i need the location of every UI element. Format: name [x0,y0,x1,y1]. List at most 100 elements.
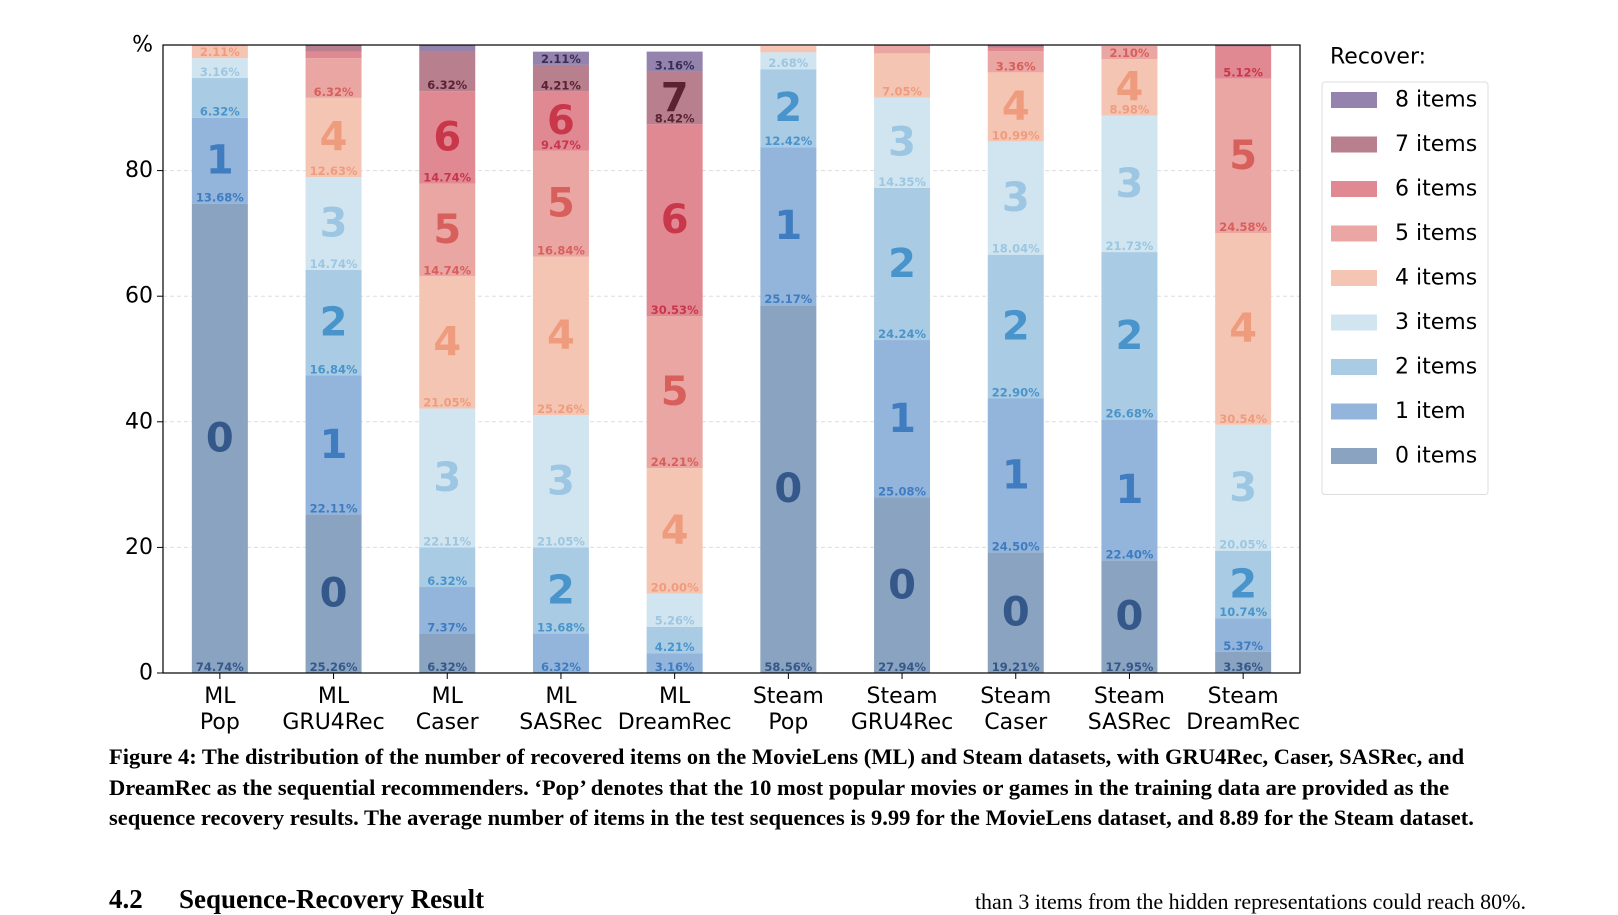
section-number: 4.2 [109,884,143,914]
data-label: 26.68% [1105,407,1153,421]
bar-segment [532,150,589,257]
segment-digit-label: 4 [1229,306,1257,352]
data-label: 3.16% [655,58,695,72]
segment-digit-label: 2 [888,241,916,287]
bar-segment [305,58,362,98]
segment-digit-label: 3 [547,458,575,504]
bar-segment [419,91,476,184]
bar-segment [1215,46,1272,79]
data-label: 6.32% [427,78,467,92]
bar-segment [191,117,248,204]
segment-digit-label: 1 [774,203,802,249]
data-label: 8.42% [655,111,695,125]
data-label: 3.36% [1223,660,1263,674]
data-label: 13.68% [537,620,585,634]
bar-segment [305,514,362,673]
x-tick-label: SASRec [519,710,602,735]
legend-label: 3 items [1395,310,1477,335]
data-label: 24.58% [1219,220,1267,234]
bar-segment [1215,78,1272,234]
legend-label: 0 items [1395,444,1477,469]
data-label: 13.68% [196,191,244,205]
legend-label: 1 item [1395,399,1466,424]
segment-digit-label: 3 [433,455,461,501]
bar-segment [1215,424,1272,551]
bar-segment [760,46,817,53]
data-label: 20.05% [1219,538,1267,552]
bar-segment [305,269,362,376]
bar-segment [874,45,931,54]
data-label: 18.04% [992,242,1040,256]
bar-segment [1101,115,1158,253]
data-label: 10.99% [992,128,1040,142]
bar-stack: 0 25.26% 1 22.11% 2 16.84% 3 14.74% 4 12.63% 6.32% [305,45,362,674]
bar-segment [646,653,703,673]
segment-digit-label: 1 [320,422,348,468]
segment-digit-label: 2 [547,567,575,613]
bar-segment [305,375,362,515]
legend-swatch [1331,314,1377,331]
bar-segment [419,587,476,634]
data-label: 25.08% [878,485,926,499]
segment-digit-label: 2 [1116,313,1144,359]
data-label: 12.42% [764,134,812,148]
x-tick-label: Steam [753,684,824,709]
data-label: 7.37% [427,620,467,634]
bar-segment [419,183,476,277]
data-label: 3.16% [655,660,695,674]
bar-segment [646,626,703,654]
segment-digit-label: 0 [774,466,802,512]
data-label: 3.36% [996,59,1036,73]
legend-swatch [1331,359,1377,375]
segment-digit-label: 1 [1002,452,1030,498]
legend-label: 5 items [1395,221,1477,246]
bar-segment [1101,59,1158,116]
segment-digit-label: 4 [1002,84,1030,130]
figure-caption: Figure 4: The distribution of the number… [109,744,1474,830]
legend-title: Recover: [1330,45,1426,70]
x-tick-label: ML [659,684,691,709]
legend-swatch [1331,448,1377,464]
data-label: 8.98% [1109,103,1149,117]
y-tick-label: 20 [125,535,153,560]
data-label: 21.05% [423,395,471,409]
data-label: 25.26% [310,660,358,674]
data-label: 14.74% [423,263,471,277]
bar-stack: 6.32% 2 13.68% 3 21.05% 4 25.26% 5 16.84% 69.47% 4… [532,51,589,674]
segment-digit-label: 0 [1002,590,1030,636]
segment-digit-label: 3 [320,200,348,246]
data-label: 14.74% [423,171,471,185]
section-title: Sequence-Recovery Result [179,884,485,914]
legend-swatch [1331,181,1377,197]
data-label: 6.32% [427,574,467,588]
legend-entry: 7 items [1331,132,1477,157]
data-label: 17.95% [1105,660,1153,674]
data-label: 5.37% [1223,639,1263,653]
axes: MLPopMLGRU4RecMLCaserMLSASRecMLDreamRecS… [125,33,1301,735]
data-label: 2.11% [200,45,240,59]
data-label: 24.50% [992,539,1040,553]
x-tick-label: Steam [980,684,1051,709]
data-label: 6.32% [541,660,581,674]
data-label: 22.11% [423,534,471,548]
data-label: 6.32% [200,105,240,119]
bar-segment [874,340,931,498]
bar-segment [305,51,362,59]
stacked-bar-chart: 074.74%113.68%6.32%3.16%2.11%025.26%122.… [125,33,1489,735]
bar-segment [532,91,589,151]
bar-segment [1215,233,1272,425]
segment-digit-label: 0 [1116,594,1144,640]
segment-digit-label: 5 [547,181,575,227]
x-tick-label: Steam [1094,684,1165,709]
data-label: 5.26% [655,614,695,628]
bar-segment [646,593,703,627]
x-tick-label: Caser [416,710,480,735]
bar-segment [987,141,1044,255]
data-label: 25.26% [537,402,585,416]
bar-segment [646,124,703,317]
bar-segment [191,58,248,79]
segment-digit-label: 5 [661,369,689,415]
bar-segment [987,72,1044,142]
data-label: 16.84% [310,363,358,377]
segment-digit-label: 3 [1002,175,1030,221]
